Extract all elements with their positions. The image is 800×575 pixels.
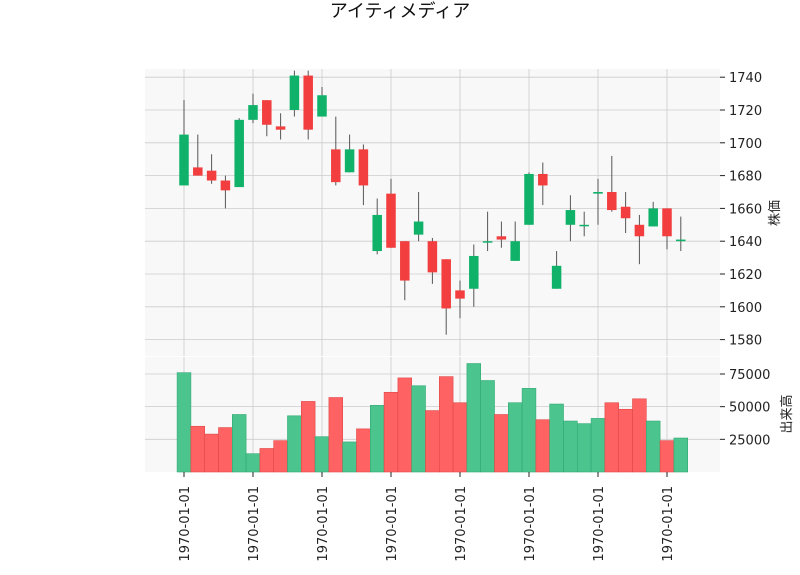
volume-bar <box>245 453 261 473</box>
candle-body <box>413 221 424 235</box>
price-axis-label: 株価 <box>768 200 783 226</box>
volume-bar <box>645 420 661 473</box>
volume-tick-label: 75000 <box>729 368 770 383</box>
x-tick-label: 1970-01-01 <box>178 486 193 562</box>
chart-title: アイティメディア <box>330 1 470 22</box>
volume-bar <box>397 377 412 473</box>
volume-bar <box>218 427 233 473</box>
candle-body <box>400 241 410 281</box>
volume-tick-label: 50000 <box>729 401 770 416</box>
candle-body <box>331 149 341 183</box>
price-tick-label: 1700 <box>729 137 762 152</box>
volume-bar <box>328 397 343 473</box>
price-tick-label: 1720 <box>729 104 762 119</box>
candle-body <box>482 241 493 243</box>
price-tick-label: 1660 <box>729 202 762 217</box>
x-tick-label: 1970-01-01 <box>385 486 400 562</box>
x-tick-label: 1970-01-01 <box>247 486 262 562</box>
x-tick-label: 1970-01-01 <box>523 486 538 562</box>
candle-body <box>538 173 548 186</box>
volume-bar <box>480 380 495 473</box>
volume-bar <box>342 441 357 473</box>
candle-body <box>648 208 658 227</box>
price-tick-label: 1740 <box>729 71 762 86</box>
volume-bar <box>314 436 330 473</box>
volume-bar <box>273 440 288 473</box>
price-tick-label: 1680 <box>729 170 762 185</box>
candle-body <box>248 105 258 120</box>
x-tick-label: 1970-01-01 <box>661 486 676 562</box>
volume-bar <box>204 433 219 473</box>
price-tick-label: 1600 <box>729 301 762 316</box>
candle-body <box>510 241 520 261</box>
candle-body <box>275 126 286 130</box>
candle-body <box>469 255 479 289</box>
price-tick-label: 1620 <box>729 268 762 283</box>
candle-body <box>551 265 562 289</box>
price-tick-label: 1580 <box>729 334 762 349</box>
candle-body <box>565 210 576 225</box>
candle-body <box>455 290 465 299</box>
candle-body <box>662 208 672 237</box>
candle-body <box>206 170 217 181</box>
x-tick-label: 1970-01-01 <box>454 486 469 562</box>
volume-bar <box>452 402 468 473</box>
candle-body <box>289 75 300 110</box>
candle-body <box>386 193 396 248</box>
volume-bar <box>576 423 592 473</box>
candle-body <box>234 119 244 188</box>
volume-bar <box>604 402 620 473</box>
candle-body <box>344 149 355 173</box>
volume-bar <box>287 415 302 473</box>
candle-body <box>317 95 327 117</box>
candle-body <box>496 236 507 240</box>
volume-bar <box>590 418 606 473</box>
candle-body <box>607 192 617 211</box>
volume-bar <box>411 385 426 473</box>
volume-bar <box>632 398 647 473</box>
volume-bar <box>507 402 523 473</box>
candle-body <box>179 134 189 186</box>
candle-body <box>593 192 603 194</box>
candle-body <box>372 214 382 252</box>
x-tick-label: 1970-01-01 <box>316 486 331 562</box>
volume-axis-label: 出来高 <box>779 394 795 433</box>
candle-body <box>358 149 369 186</box>
volume-bar <box>438 376 454 473</box>
volume-bar <box>232 414 247 473</box>
volume-bar <box>383 391 399 473</box>
candle-body <box>634 224 645 237</box>
candle-body <box>303 75 313 130</box>
volume-bar <box>190 425 205 473</box>
volume-bar <box>466 363 481 473</box>
volume-bar <box>549 403 564 473</box>
candle-body <box>676 239 686 242</box>
volume-bar <box>563 420 578 473</box>
candle-body <box>193 167 203 176</box>
volume-bar <box>618 408 633 473</box>
candle-body <box>262 100 272 125</box>
volume-bar <box>673 437 689 473</box>
volume-bar <box>369 405 385 473</box>
candle-body <box>620 206 631 219</box>
volume-bar <box>535 419 551 473</box>
volume-tick-label: 25000 <box>729 433 770 448</box>
volume-bar <box>659 440 675 473</box>
volume-bar <box>259 448 274 473</box>
candle-body <box>441 259 451 309</box>
volume-bar <box>494 414 509 473</box>
candle-body <box>427 241 438 273</box>
price-tick-label: 1640 <box>729 235 762 250</box>
volume-bar <box>356 428 371 473</box>
candle-body <box>524 173 534 225</box>
price-panel-background <box>145 69 720 356</box>
candle-body <box>220 180 231 191</box>
volume-bar <box>300 401 316 473</box>
x-tick-label: 1970-01-01 <box>592 486 607 562</box>
volume-bar <box>521 388 537 473</box>
candle-body <box>579 224 589 227</box>
volume-bar <box>176 372 192 473</box>
volume-bar <box>425 410 440 473</box>
